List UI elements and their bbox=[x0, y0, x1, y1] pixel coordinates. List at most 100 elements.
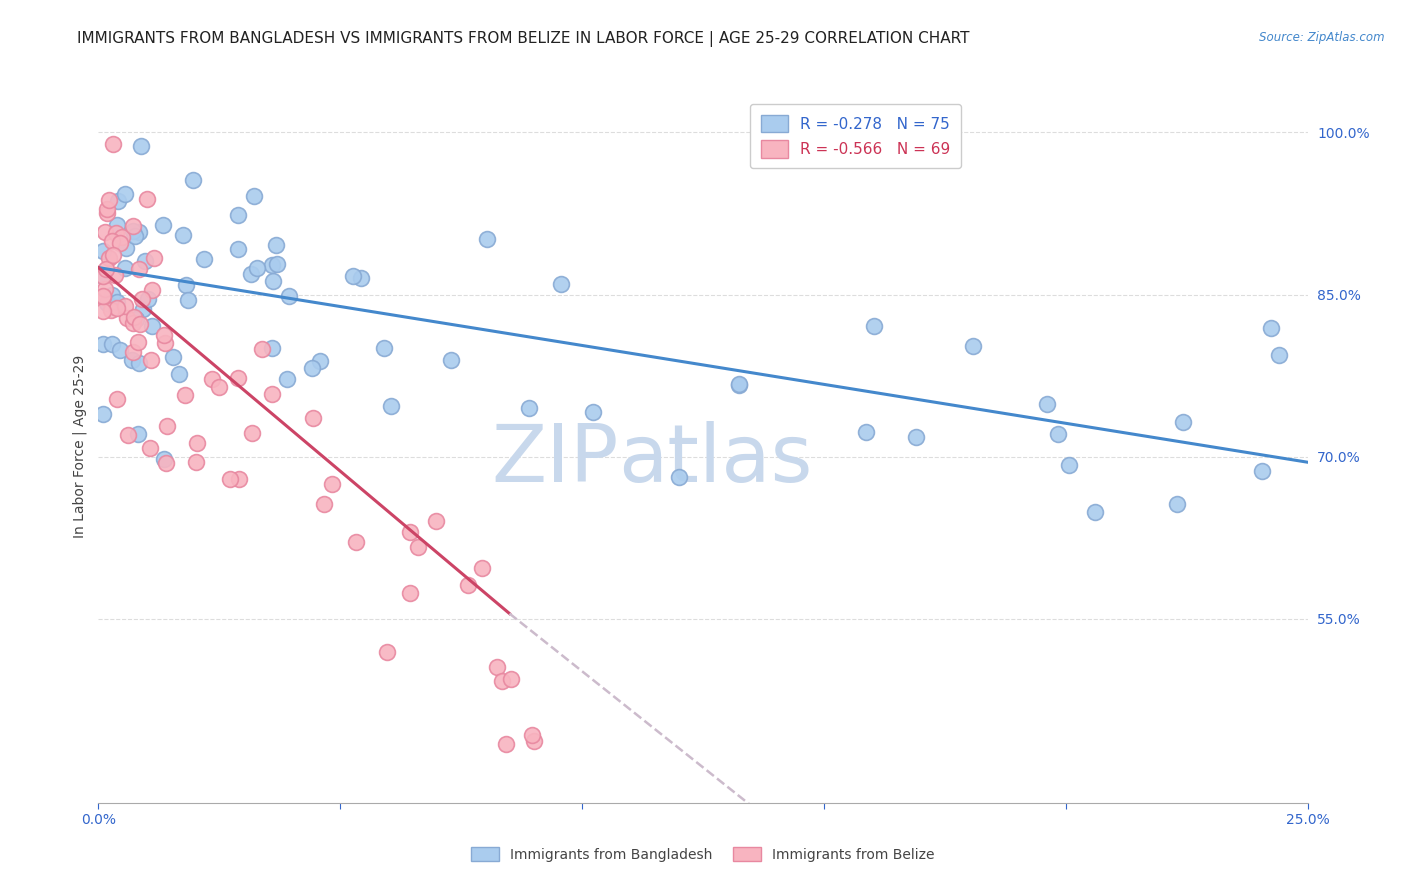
Point bbox=[520, 728, 543, 742]
Point bbox=[141, 353, 163, 368]
Point bbox=[301, 360, 323, 375]
Point bbox=[104, 268, 127, 282]
Point bbox=[1046, 427, 1069, 442]
Point bbox=[262, 274, 284, 288]
Point bbox=[127, 427, 149, 442]
Point bbox=[350, 270, 373, 285]
Point bbox=[582, 404, 605, 418]
Point bbox=[1260, 321, 1282, 335]
Point bbox=[98, 193, 121, 207]
Point bbox=[114, 260, 136, 275]
Point bbox=[276, 372, 298, 386]
Point bbox=[122, 224, 145, 238]
Point bbox=[321, 477, 343, 491]
Point bbox=[193, 252, 215, 267]
Point bbox=[177, 293, 200, 307]
Point bbox=[862, 318, 884, 333]
Point bbox=[128, 317, 150, 331]
Text: IMMIGRANTS FROM BANGLADESH VS IMMIGRANTS FROM BELIZE IN LABOR FORCE | AGE 25-29 : IMMIGRANTS FROM BANGLADESH VS IMMIGRANTS… bbox=[77, 31, 970, 47]
Point bbox=[93, 282, 115, 296]
Point bbox=[91, 289, 114, 303]
Point bbox=[105, 226, 128, 240]
Point bbox=[100, 234, 122, 248]
Point bbox=[266, 257, 288, 271]
Point bbox=[302, 411, 325, 425]
Point bbox=[495, 737, 517, 751]
Point bbox=[125, 311, 148, 326]
Point bbox=[115, 310, 138, 325]
Point bbox=[117, 428, 139, 442]
Point bbox=[153, 327, 176, 342]
Text: atlas: atlas bbox=[619, 421, 813, 500]
Point bbox=[101, 248, 124, 262]
Point bbox=[262, 341, 284, 355]
Point bbox=[440, 353, 463, 368]
Point bbox=[1171, 415, 1194, 429]
Point bbox=[499, 672, 522, 686]
Point bbox=[523, 733, 546, 747]
Point bbox=[155, 456, 177, 470]
Point bbox=[105, 392, 128, 406]
Point bbox=[96, 262, 118, 277]
Point bbox=[399, 524, 422, 539]
Point bbox=[96, 202, 118, 216]
Point bbox=[91, 290, 114, 304]
Point bbox=[141, 283, 163, 297]
Point bbox=[262, 258, 284, 272]
Point bbox=[905, 430, 928, 444]
Point bbox=[228, 472, 250, 486]
Point bbox=[226, 208, 249, 222]
Point bbox=[91, 337, 114, 351]
Point bbox=[122, 316, 145, 330]
Point bbox=[108, 236, 131, 251]
Point bbox=[96, 296, 118, 310]
Point bbox=[153, 335, 176, 350]
Point bbox=[174, 277, 197, 292]
Y-axis label: In Labor Force | Age 25-29: In Labor Force | Age 25-29 bbox=[73, 354, 87, 538]
Point bbox=[377, 645, 399, 659]
Legend: Immigrants from Bangladesh, Immigrants from Belize: Immigrants from Bangladesh, Immigrants f… bbox=[465, 841, 941, 867]
Point bbox=[91, 304, 114, 318]
Point bbox=[139, 441, 162, 455]
Point bbox=[728, 377, 751, 392]
Point bbox=[260, 386, 283, 401]
Point bbox=[278, 289, 301, 303]
Point bbox=[91, 407, 114, 421]
Point bbox=[155, 419, 177, 434]
Point bbox=[131, 139, 153, 153]
Point bbox=[132, 302, 155, 317]
Point bbox=[128, 356, 150, 370]
Point bbox=[127, 334, 149, 349]
Point bbox=[406, 540, 429, 554]
Point bbox=[124, 228, 146, 243]
Point bbox=[131, 292, 153, 306]
Point bbox=[128, 225, 150, 239]
Point bbox=[94, 225, 117, 239]
Point bbox=[855, 425, 877, 440]
Point bbox=[162, 350, 184, 364]
Point bbox=[142, 251, 165, 265]
Point bbox=[122, 345, 145, 359]
Point bbox=[1057, 458, 1080, 472]
Point bbox=[135, 193, 157, 207]
Point bbox=[167, 367, 190, 381]
Point bbox=[728, 378, 751, 392]
Point bbox=[475, 232, 498, 246]
Point bbox=[342, 268, 364, 283]
Point bbox=[105, 294, 128, 309]
Point bbox=[121, 352, 143, 367]
Text: ZIP: ZIP bbox=[491, 421, 619, 500]
Point bbox=[471, 560, 494, 574]
Point bbox=[264, 238, 287, 252]
Point bbox=[425, 515, 447, 529]
Point bbox=[239, 267, 262, 281]
Point bbox=[1036, 397, 1059, 411]
Point bbox=[219, 472, 242, 486]
Point bbox=[200, 372, 222, 386]
Point bbox=[186, 436, 208, 450]
Point bbox=[491, 673, 513, 688]
Point bbox=[380, 400, 402, 414]
Point bbox=[122, 219, 145, 233]
Point bbox=[398, 586, 420, 600]
Point bbox=[208, 380, 231, 394]
